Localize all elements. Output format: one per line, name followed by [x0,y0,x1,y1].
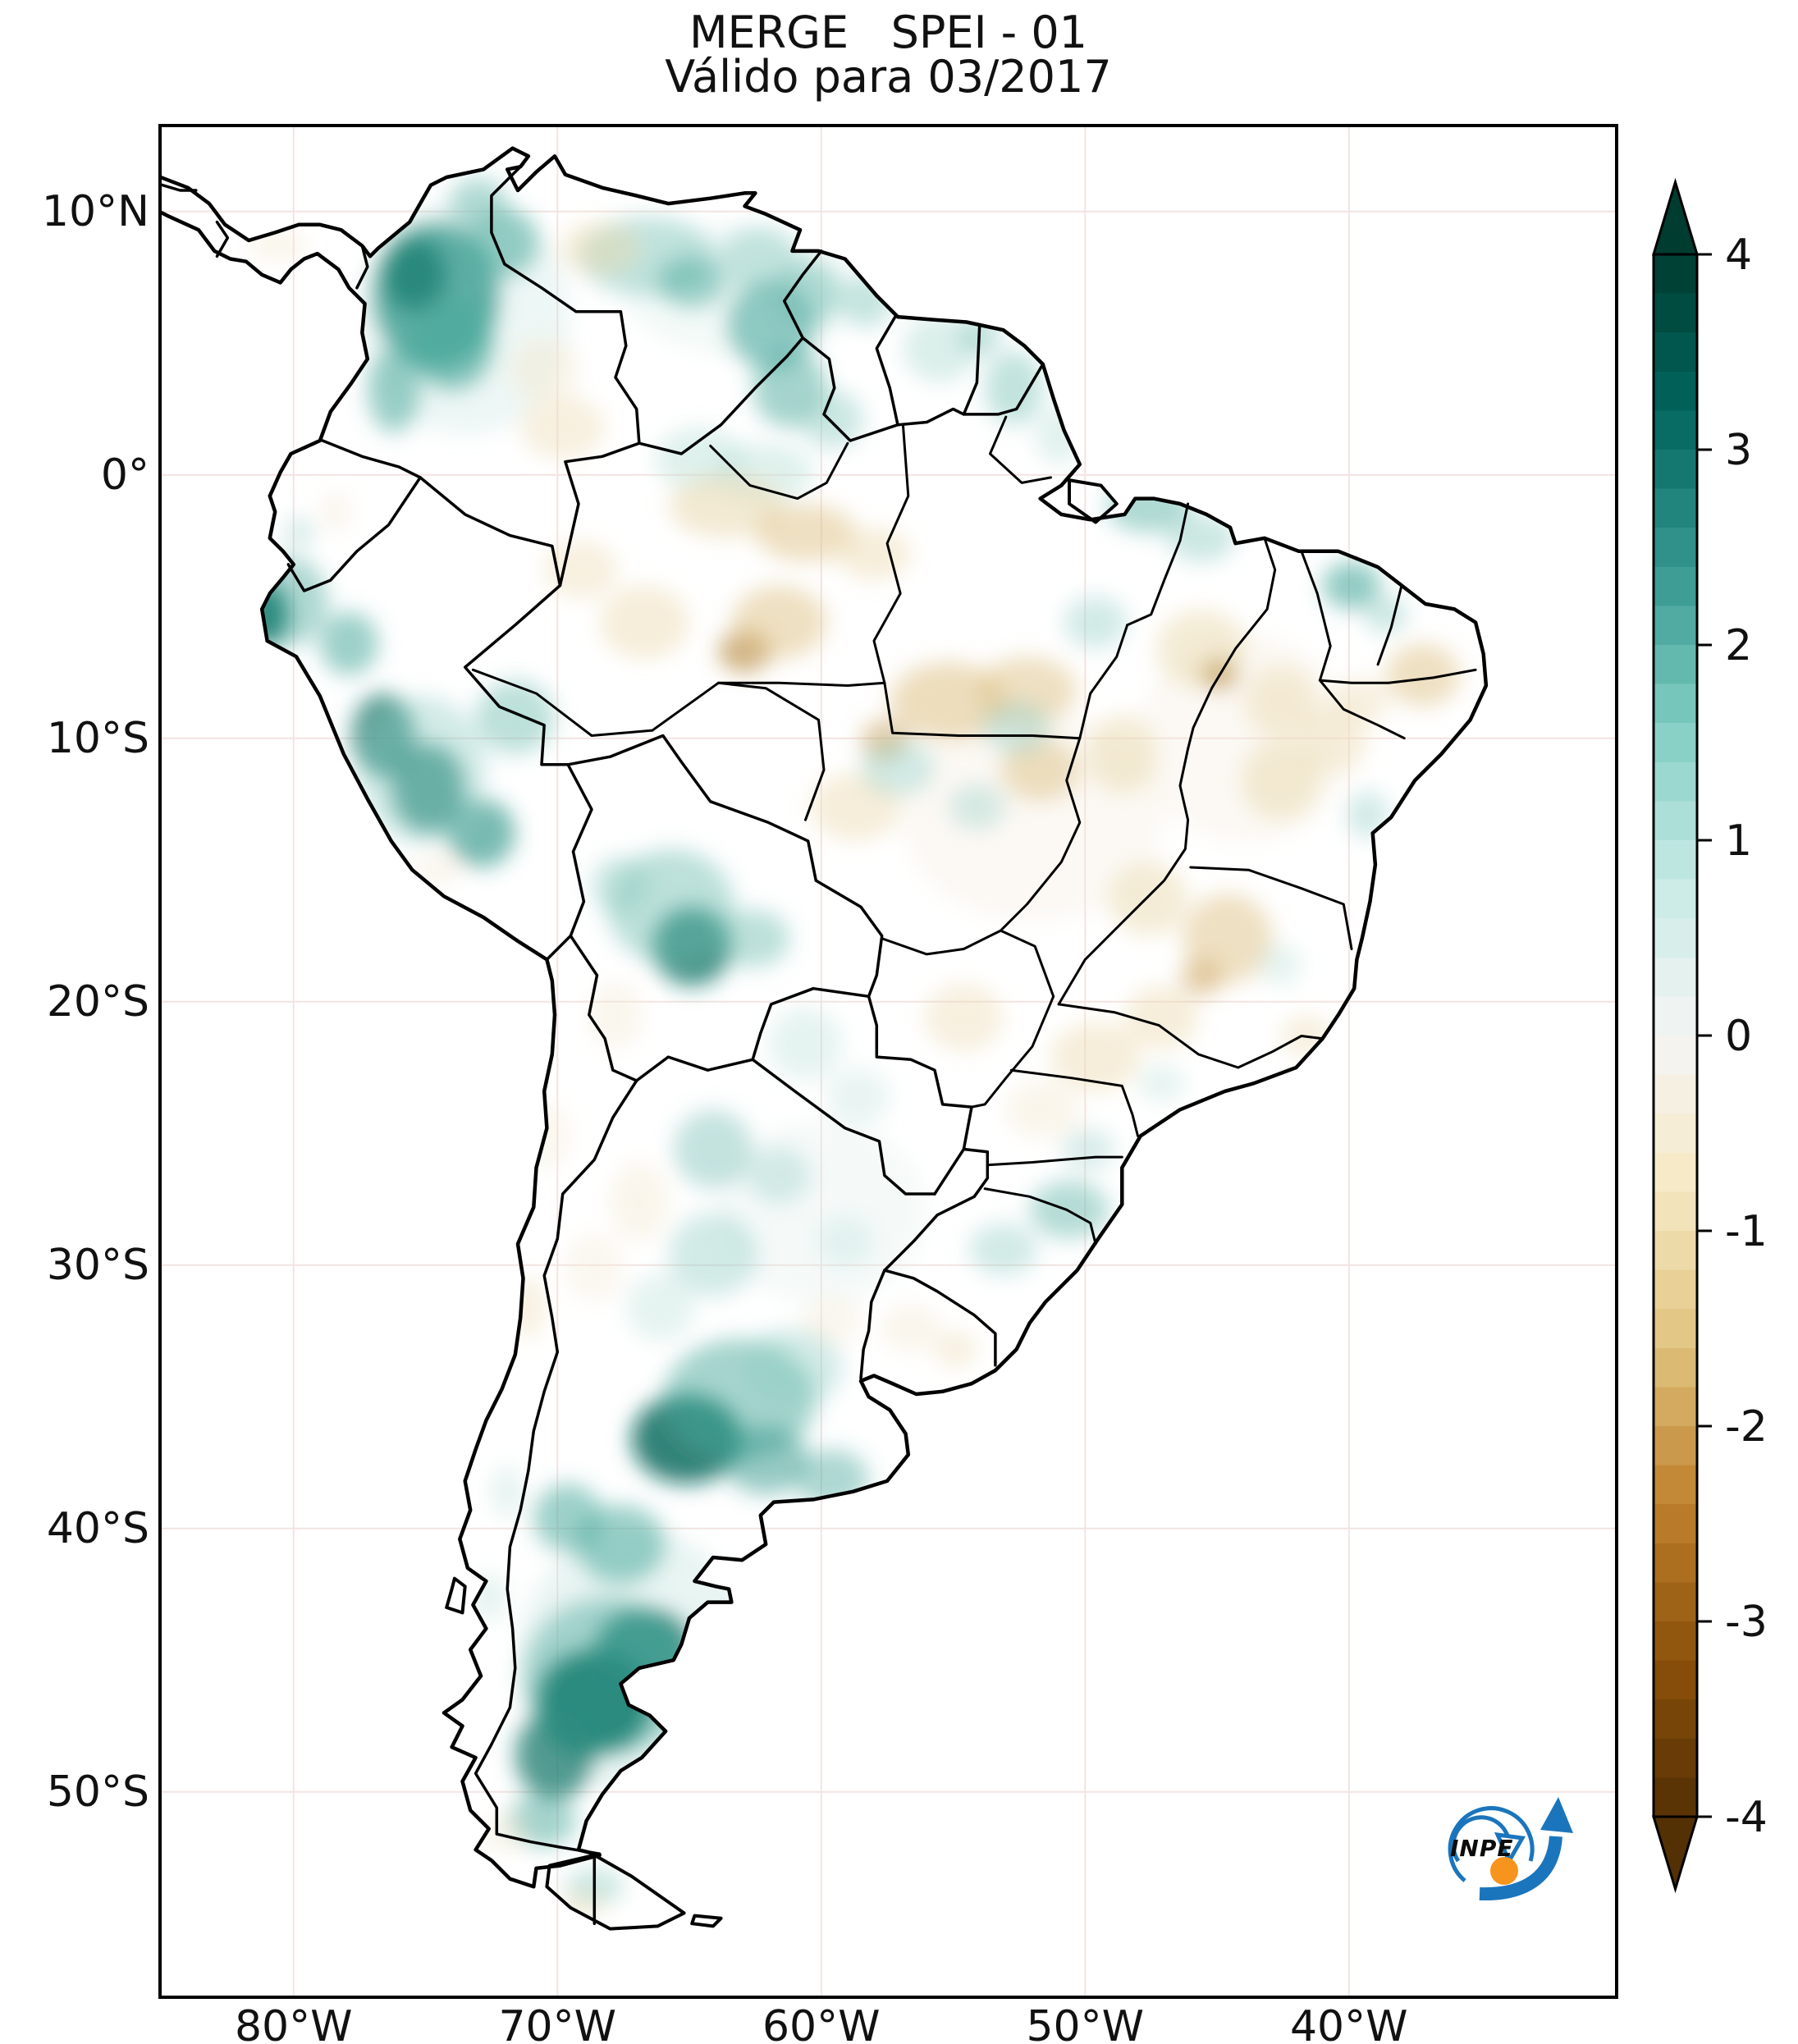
inpe-logo-text: INPE [1450,1835,1514,1862]
chart-subtitle: Válido para 03/2017 [665,51,1112,103]
lon-tick-label: 60°W [762,2002,881,2044]
lat-tick-label: 10°N [41,186,149,236]
lat-tick-label: 20°S [46,976,149,1027]
logo-outer-arc [1448,1806,1535,1882]
lon-tick-label: 40°W [1289,2002,1408,2044]
colorbar: 4 3 2 1 0 -1 -2 -3 -4 [1651,177,1768,1894]
lat-tick-label: 0° [100,450,149,500]
colorbar-tick-label: 2 [1725,621,1752,670]
lat-tick-label: 50°S [46,1767,149,1817]
chart-title: MERGE SPEI - 01 [689,7,1088,58]
lat-tick-label: 10°S [46,713,149,763]
logo-orange-dot [1490,1857,1518,1885]
lat-tick-label: 30°S [46,1240,149,1290]
colorbar-tick-label: -1 [1725,1207,1768,1256]
logo-arrowhead-down [1494,1831,1526,1866]
colorbar-tick-label: 4 [1725,231,1752,280]
logo-big-arrow [1479,1836,1562,1900]
map-frame [158,124,1618,1999]
map-canvas [162,127,1615,1996]
lon-tick-label: 50°W [1026,2002,1145,2044]
colorbar-tick-label: 0 [1725,1012,1752,1061]
colorbar-tick-label: 3 [1725,426,1752,475]
lon-tick-label: 80°W [234,2002,353,2044]
logo-inner-arc [1451,1815,1512,1863]
colorbar-tick-label: 1 [1725,816,1752,866]
logo-big-arrowhead [1540,1797,1573,1833]
inpe-logo: INPE [1448,1797,1573,1900]
colorbar-tick-label: -3 [1725,1598,1768,1647]
colorbar-tick-label: -4 [1725,1793,1768,1842]
lat-tick-label: 40°S [46,1503,149,1553]
lon-tick-label: 70°W [498,2002,617,2044]
colorbar-tick-label: -2 [1725,1402,1768,1452]
